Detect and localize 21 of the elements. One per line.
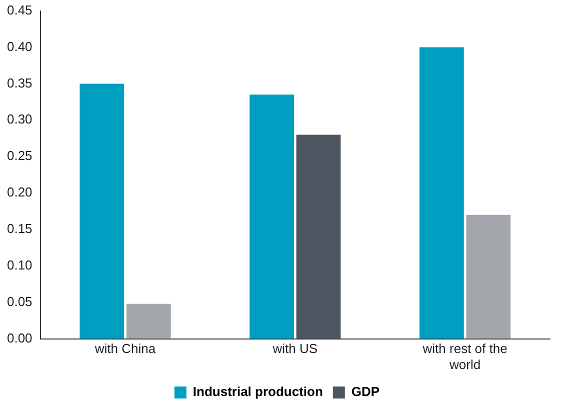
y-tick-label: 0.00 xyxy=(6,330,32,346)
bar xyxy=(250,94,294,339)
bar xyxy=(296,134,341,339)
y-tick-label: 0.40 xyxy=(6,38,32,54)
y-tick-label: 0.15 xyxy=(6,221,32,236)
bar xyxy=(419,47,464,339)
y-tick-label: 0.30 xyxy=(6,112,32,127)
y-tick-label: 0.10 xyxy=(6,257,32,272)
legend-label: Industrial production xyxy=(192,384,323,400)
bar xyxy=(126,304,171,339)
legend-label: GDP xyxy=(351,384,380,400)
bar xyxy=(80,84,124,339)
x-tick-label: with China xyxy=(94,341,156,356)
y-tick-label: 0.35 xyxy=(6,75,32,90)
y-tick-label: 0.20 xyxy=(6,184,32,200)
x-tick-label: with US xyxy=(272,341,318,356)
y-tick-label: 0.25 xyxy=(6,148,32,164)
bar xyxy=(466,214,511,339)
y-tick-label: 0.45 xyxy=(6,2,32,18)
y-tick-label: 0.05 xyxy=(6,294,32,309)
x-tick-label: with rest of the world xyxy=(422,341,508,372)
